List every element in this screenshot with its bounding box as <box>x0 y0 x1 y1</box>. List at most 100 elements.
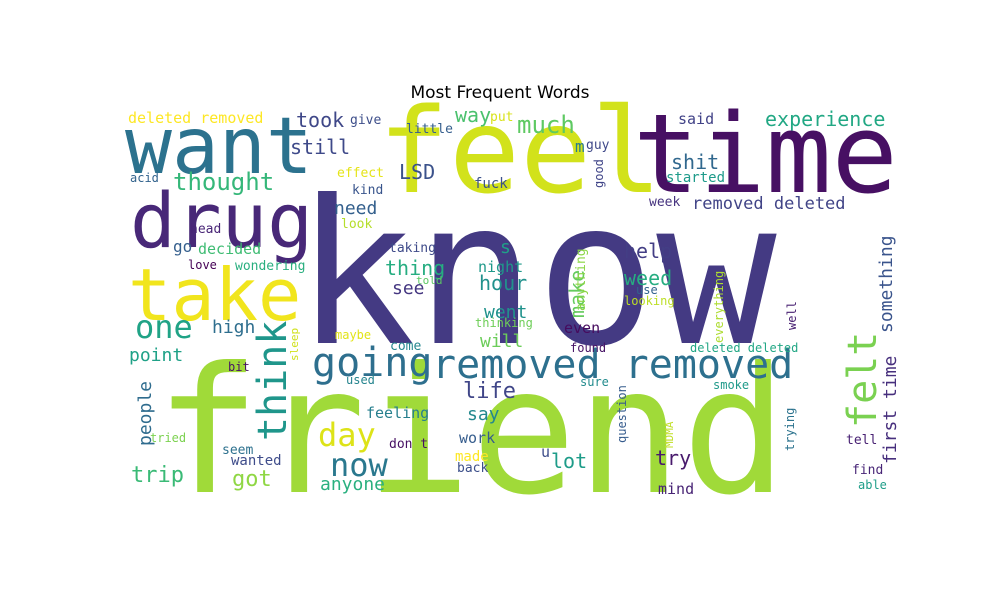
word-tell: tell <box>846 433 877 448</box>
word-time: time <box>633 90 898 218</box>
word-head: head <box>190 222 221 237</box>
word-fuck: fuck <box>474 176 508 192</box>
word-see: see <box>392 278 425 299</box>
word-s: s <box>500 237 511 258</box>
word-removed-removed: removed removed <box>432 342 793 388</box>
word-good: good <box>592 159 606 188</box>
word-well: well <box>785 301 799 330</box>
word-taking: taking <box>389 241 436 256</box>
word-find: find <box>852 463 883 478</box>
word-sleep: sleep <box>288 328 301 361</box>
word-high: high <box>212 317 255 338</box>
word-need: need <box>334 198 377 219</box>
word-deleted-removed: deleted removed <box>128 109 263 127</box>
word-feeling: feeling <box>366 404 429 422</box>
word-trying: trying <box>783 408 797 451</box>
word-friend: friend <box>155 331 787 534</box>
word-got: got <box>232 467 272 492</box>
word-going: going <box>312 340 432 386</box>
word-weed: weed <box>624 266 672 290</box>
word-much: much <box>517 111 575 139</box>
word-way: way <box>455 103 491 127</box>
word-make: make <box>565 270 589 318</box>
word-deleted-deleted: deleted deleted <box>690 341 798 355</box>
word-seem: seem <box>222 443 253 458</box>
word-trip: trip <box>131 463 184 488</box>
word-removed-deleted: removed deleted <box>692 194 846 214</box>
word-lot: lot <box>551 449 587 473</box>
word-effect: effect <box>337 166 384 181</box>
word-told: told <box>416 274 443 287</box>
word-point: point <box>129 345 183 366</box>
word-used: used <box>346 373 375 387</box>
word-wondering: wondering <box>235 259 305 274</box>
word-found: found <box>570 341 606 355</box>
word-come: come <box>390 339 421 354</box>
word-bit: bit <box>228 360 250 374</box>
word-go: go <box>173 237 192 256</box>
word-felt: felt <box>840 332 886 428</box>
word-kind: kind <box>352 183 383 198</box>
word-thing: thing <box>385 256 445 280</box>
word-life: life <box>463 379 516 404</box>
word-people: people <box>135 381 156 446</box>
word-wanted: wanted <box>231 453 282 469</box>
word-anything: anything <box>574 248 589 311</box>
word-say: say <box>467 404 500 425</box>
word-night: night <box>478 258 523 276</box>
word-made: made <box>455 449 489 465</box>
word-experience: experience <box>765 107 885 131</box>
word-acid: acid <box>130 171 159 185</box>
word-feel: feel <box>378 82 662 220</box>
word-want: want <box>125 102 313 192</box>
word-tried: tried <box>150 431 186 445</box>
word-question: question <box>615 385 629 443</box>
word-maybe: maybe <box>335 328 371 342</box>
word-give: give <box>350 113 381 128</box>
word-hour: hour <box>479 271 527 295</box>
word-thinking: thinking <box>475 316 533 330</box>
word-took: took <box>296 108 344 132</box>
word-think: think <box>250 321 296 441</box>
word-back: back <box>457 461 488 476</box>
word-day: day <box>318 416 376 454</box>
word-even: even <box>564 319 600 337</box>
word-started: started <box>666 170 725 186</box>
word-sure: sure <box>580 375 609 389</box>
word-shit: shit <box>671 150 719 174</box>
word-m: m <box>575 137 585 156</box>
word-lsd: LSD <box>399 160 435 184</box>
word-everything: everything <box>712 271 726 343</box>
word-something: something <box>876 235 897 333</box>
word-little: little <box>406 122 453 137</box>
word-help: help <box>624 239 672 263</box>
word-mdma: MDMA <box>663 421 676 448</box>
word-now: now <box>330 446 389 484</box>
word-week: week <box>649 195 680 210</box>
word-still: still <box>290 135 350 159</box>
word-drug: drug <box>130 176 313 265</box>
word-went: went <box>484 302 527 323</box>
word-u: u <box>541 443 550 461</box>
word-anyone: anyone <box>320 474 385 495</box>
word-don-t: don t <box>389 437 428 452</box>
word-mind: mind <box>658 480 694 498</box>
word-use: use <box>636 283 658 297</box>
word-smoke: smoke <box>713 378 749 392</box>
word-will: will <box>480 331 523 352</box>
word-one: one <box>135 308 193 346</box>
word-looking: looking <box>624 294 675 308</box>
word-work: work <box>459 429 495 447</box>
word-decided: decided <box>198 240 261 258</box>
word-try: try <box>655 446 691 470</box>
word-first-time: first time <box>880 356 901 464</box>
word-put: put <box>490 110 513 125</box>
word-thought: thought <box>173 168 274 196</box>
word-love: love <box>188 258 217 272</box>
word-able: able <box>858 478 887 492</box>
word-said: said <box>678 110 714 128</box>
word-guy: guy <box>586 138 610 153</box>
chart-title: Most Frequent Words <box>410 83 590 103</box>
word-look: look <box>341 217 372 232</box>
